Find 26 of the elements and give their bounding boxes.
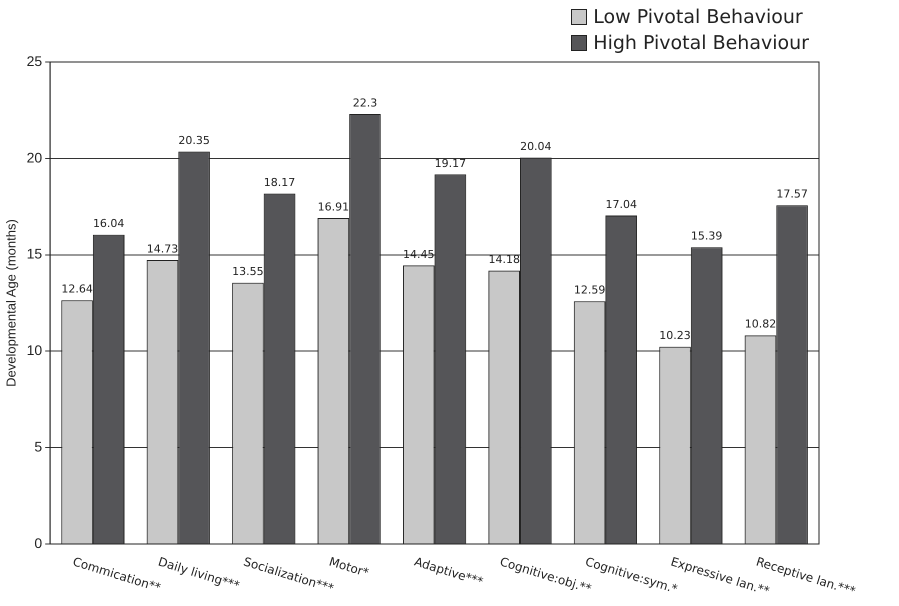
data-label: 17.57 bbox=[776, 188, 808, 201]
y-axis-title: Developmental Age (months) bbox=[3, 219, 18, 387]
data-label: 19.17 bbox=[434, 156, 466, 170]
data-label: 15.39 bbox=[690, 230, 722, 243]
y-tick-label: 20 bbox=[26, 149, 42, 166]
data-label: 16.04 bbox=[92, 217, 124, 230]
data-label: 18.17 bbox=[264, 176, 296, 190]
data-label: 10.82 bbox=[744, 318, 776, 331]
data-label: 10.23 bbox=[659, 329, 691, 342]
data-label: 12.59 bbox=[574, 284, 606, 297]
data-label: 17.04 bbox=[605, 198, 637, 211]
data-label: 13.55 bbox=[232, 265, 264, 278]
data-label: 20.04 bbox=[520, 140, 552, 153]
data-label: 22.3 bbox=[352, 96, 378, 110]
data-label: 16.91 bbox=[318, 200, 350, 214]
y-tick-label: 25 bbox=[26, 52, 42, 69]
y-tick-label: 15 bbox=[26, 246, 42, 262]
data-label: 12.64 bbox=[61, 282, 93, 296]
y-tick-label: 0 bbox=[34, 534, 42, 551]
y-tick-label: 5 bbox=[34, 438, 42, 454]
data-label: 20.35 bbox=[178, 134, 210, 148]
y-tick-label: 10 bbox=[26, 342, 42, 358]
legend-label: High Pivotal Behaviour bbox=[593, 32, 809, 54]
legend-label: Low Pivotal Behaviour bbox=[593, 6, 803, 28]
data-label: 14.73 bbox=[146, 242, 178, 256]
data-label: 14.18 bbox=[488, 252, 520, 266]
